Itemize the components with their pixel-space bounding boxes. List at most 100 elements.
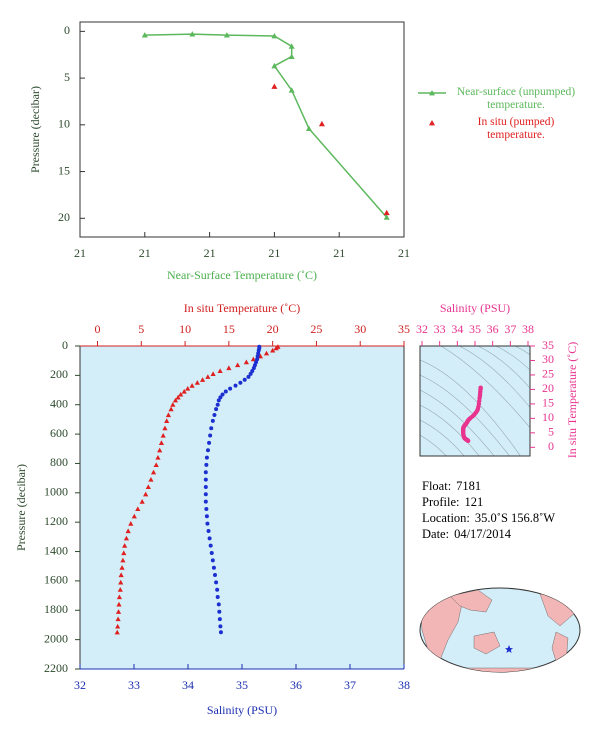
x-tick-label: 36 [290,678,302,692]
data-point [181,388,187,394]
data-point [203,499,208,504]
info-value: 121 [464,495,484,509]
y-axis-title: In situ Temperature (˚C) [565,342,579,459]
data-point [218,395,223,400]
data-point [164,418,170,423]
y-tick-label: 400 [50,396,68,410]
data-point [218,630,223,635]
data-point [206,528,211,533]
contour [420,419,465,456]
data-point [139,499,145,504]
data-point [223,389,228,394]
data-point [115,616,121,622]
data-point [235,362,241,368]
data-point [168,406,174,412]
world-map [419,587,581,673]
data-point [204,514,209,519]
x-tick-label: 5 [138,322,144,336]
data-point [238,380,243,385]
contour [420,359,521,456]
x-tick-label: 33 [434,322,446,336]
y-tick-label: 800 [50,455,68,469]
data-point [203,492,208,497]
data-point [203,477,208,482]
data-point [118,572,124,578]
data-point [242,377,247,382]
x-tick-label: 38 [522,322,534,336]
data-point [209,426,214,431]
data-point [170,402,176,407]
data-point [204,506,209,511]
data-point [114,629,120,635]
data-point [217,368,223,374]
data-point [125,528,131,534]
legend-label: In situ (pumped) temperature. [477,116,555,141]
data-point [123,535,130,541]
y-tick-label: 35 [542,338,554,352]
info-value: 04/17/2014 [454,527,512,541]
data-point [116,601,122,607]
data-point [215,402,220,407]
y-axis-title: Pressure (decibar) [28,86,42,173]
contour [420,389,495,456]
data-point [204,462,209,467]
x-tick-label: 21 [333,246,345,260]
contour [420,434,447,456]
y-tick-label: 200 [50,367,68,381]
data-point [217,609,222,614]
plot-frame [79,21,405,238]
info-row: Profile: 121 [422,494,560,510]
data-point [246,374,251,379]
data-point [207,440,212,445]
data-point [305,125,312,131]
data-point [250,368,255,373]
data-point [271,33,278,39]
data-point [116,594,123,600]
data-point [217,617,222,622]
float-location [505,645,513,653]
land [429,667,571,672]
data-line [144,33,388,218]
legend-marker [429,90,435,96]
x-tick-label: 35 [236,678,248,692]
y-tick-label: 10 [58,117,70,131]
y-tick-label: 1400 [44,543,68,557]
data-point [158,440,165,445]
data-point [194,380,200,385]
legend-label: Near-surface (unpumped) temperature. [456,86,576,111]
data-point [220,392,225,397]
contour [458,346,530,408]
y-tick-label: 20 [542,381,554,395]
backgrounds [80,346,530,669]
data-point [215,587,220,592]
y-tick-label: 600 [50,426,68,440]
y-tick-label: 30 [542,352,554,366]
x-axis-title: Near-Surface Temperature (˚C) [167,268,317,282]
float-info: Float: 7181 Profile: 121 Location: 35.0˚S 156… [422,478,560,542]
data-point [199,377,206,382]
data-point [223,32,230,38]
x-tick-label: 37 [344,678,356,692]
info-label: Float: [422,479,452,493]
x-tick-label: 38 [398,678,410,692]
x-tick-label: 35 [398,322,410,336]
y-tick-label: 1000 [44,485,68,499]
data-point [288,53,295,59]
y-tick-label: 2200 [44,661,68,675]
data-point [226,365,232,371]
info-value: 35.0˚S 156.8˚W [474,511,556,525]
data-point [233,383,238,388]
data-point [121,550,127,556]
x-tick-label: 33 [128,678,140,692]
data-point [153,462,159,468]
data-point [162,425,168,431]
info-label: Profile: [422,495,460,509]
x-tick-label: 21 [204,246,216,260]
x-tick-label: 25 [310,322,322,336]
data-point [141,32,148,38]
x-tick-label: 30 [354,322,366,336]
data-point [128,521,134,526]
data-point [189,31,196,37]
info-row: Location: 35.0˚S 156.8˚W [422,510,560,526]
data-point [273,345,279,351]
